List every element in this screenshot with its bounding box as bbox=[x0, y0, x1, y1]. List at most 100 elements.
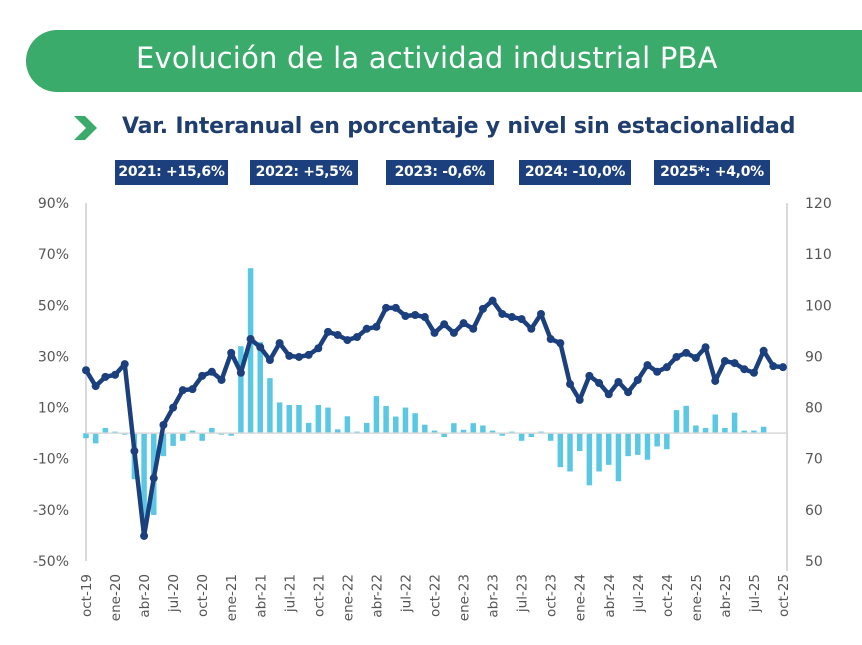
point-feb-21 bbox=[236, 368, 245, 377]
bar-oct-21 bbox=[315, 405, 322, 434]
bar-may-23 bbox=[499, 433, 506, 436]
left-tick-label: 50% bbox=[38, 298, 69, 314]
point-oct-22 bbox=[430, 328, 439, 337]
point-abr-22 bbox=[372, 322, 381, 331]
bar-jun-24 bbox=[625, 433, 631, 457]
x-tick-label: oct-20 bbox=[195, 574, 211, 617]
point-jul-25 bbox=[749, 368, 758, 377]
x-tick-label: abr-21 bbox=[253, 574, 269, 618]
bar-ene-23 bbox=[460, 429, 467, 434]
point-ene-24 bbox=[575, 395, 584, 404]
x-tick-label: ene-22 bbox=[340, 574, 356, 621]
point-dic-21 bbox=[333, 330, 342, 339]
point-may-20 bbox=[149, 474, 158, 483]
bar-jul-21 bbox=[286, 405, 293, 434]
bar-mar-22 bbox=[363, 422, 370, 434]
point-oct-25 bbox=[779, 363, 787, 372]
x-tick-label: jul-23 bbox=[515, 574, 531, 613]
left-tick-label: 30% bbox=[38, 349, 69, 365]
point-sep-22 bbox=[420, 313, 429, 322]
bar-feb-23 bbox=[470, 423, 476, 434]
point-mar-22 bbox=[362, 324, 371, 333]
bar-sep-24 bbox=[654, 433, 660, 447]
x-tick-label: abr-23 bbox=[486, 574, 502, 618]
bar-oct-23 bbox=[547, 433, 554, 441]
left-tick-label: -50% bbox=[33, 554, 69, 570]
left-tick-label: 10% bbox=[38, 401, 69, 417]
bar-feb-25 bbox=[702, 428, 709, 434]
point-oct-21 bbox=[314, 344, 323, 353]
bar-may-21 bbox=[267, 378, 273, 434]
point-dic-24 bbox=[682, 348, 691, 357]
x-tick-label: oct-23 bbox=[544, 574, 560, 617]
point-sep-23 bbox=[536, 309, 545, 318]
left-tick-label: 90% bbox=[38, 196, 69, 212]
bar-ago-23 bbox=[528, 433, 535, 437]
point-sep-20 bbox=[188, 385, 197, 394]
point-nov-20 bbox=[207, 367, 216, 376]
x-tick-label: abr-22 bbox=[369, 574, 385, 618]
x-tick-label: abr-20 bbox=[137, 574, 153, 618]
bar-oct-19 bbox=[83, 433, 89, 439]
point-oct-20 bbox=[198, 371, 207, 380]
x-tick-label: oct-24 bbox=[660, 574, 676, 617]
bar-ene-24 bbox=[576, 433, 583, 452]
point-ene-21 bbox=[227, 348, 236, 357]
right-tick-label: 90 bbox=[805, 349, 823, 365]
x-tick-label: oct-19 bbox=[79, 574, 95, 617]
point-may-22 bbox=[382, 303, 391, 312]
point-nov-23 bbox=[556, 339, 565, 348]
point-jul-20 bbox=[169, 403, 178, 412]
bar-abr-20 bbox=[141, 433, 147, 536]
bar-jun-21 bbox=[276, 402, 283, 434]
point-dic-19 bbox=[101, 372, 110, 381]
point-nov-22 bbox=[440, 320, 449, 329]
point-mar-23 bbox=[478, 304, 487, 313]
point-ago-23 bbox=[527, 324, 536, 333]
bar-jul-23 bbox=[518, 433, 525, 441]
x-tick-label: ene-20 bbox=[108, 574, 124, 621]
bar-series bbox=[83, 268, 767, 536]
bar-abr-21 bbox=[257, 342, 263, 434]
page-title: Evolución de la actividad industrial PBA bbox=[136, 41, 718, 75]
left-tick-label: -10% bbox=[33, 452, 69, 468]
point-abr-25 bbox=[720, 357, 729, 366]
bar-ago-21 bbox=[296, 405, 302, 434]
bar-may-24 bbox=[615, 433, 622, 482]
point-dic-23 bbox=[566, 380, 575, 389]
bar-jul-24 bbox=[635, 433, 641, 455]
point-mar-25 bbox=[711, 376, 720, 385]
bar-ago-24 bbox=[644, 433, 651, 460]
point-abr-24 bbox=[604, 390, 613, 399]
x-tick-label: abr-25 bbox=[718, 574, 734, 618]
point-jun-25 bbox=[740, 365, 749, 374]
point-jun-24 bbox=[624, 388, 633, 397]
bar-feb-21 bbox=[238, 346, 244, 434]
left-tick-label: -30% bbox=[33, 503, 69, 519]
bar-ene-21 bbox=[228, 433, 234, 436]
point-feb-23 bbox=[469, 324, 478, 333]
point-jul-24 bbox=[633, 375, 642, 384]
point-jul-22 bbox=[401, 312, 410, 321]
point-mar-20 bbox=[130, 447, 139, 456]
point-feb-24 bbox=[585, 371, 594, 380]
point-may-21 bbox=[265, 356, 274, 365]
bar-dic-24 bbox=[683, 405, 689, 434]
point-ago-21 bbox=[294, 352, 303, 361]
bar-mar-23 bbox=[480, 425, 486, 434]
right-tick-label: 50 bbox=[805, 554, 823, 570]
point-jul-21 bbox=[285, 351, 294, 360]
point-abr-23 bbox=[488, 296, 497, 305]
bar-jul-25 bbox=[751, 430, 757, 434]
point-jun-22 bbox=[391, 303, 400, 312]
bar-ene-25 bbox=[693, 425, 699, 434]
point-dic-22 bbox=[449, 328, 458, 337]
point-may-25 bbox=[730, 359, 739, 368]
point-nov-21 bbox=[324, 327, 333, 336]
point-mar-21 bbox=[246, 335, 255, 344]
bar-ago-25 bbox=[760, 426, 767, 434]
left-tick-label: 70% bbox=[38, 247, 69, 263]
point-ene-22 bbox=[343, 336, 352, 345]
chart-subtitle: Var. Interanual en porcentaje y nivel si… bbox=[122, 114, 796, 139]
